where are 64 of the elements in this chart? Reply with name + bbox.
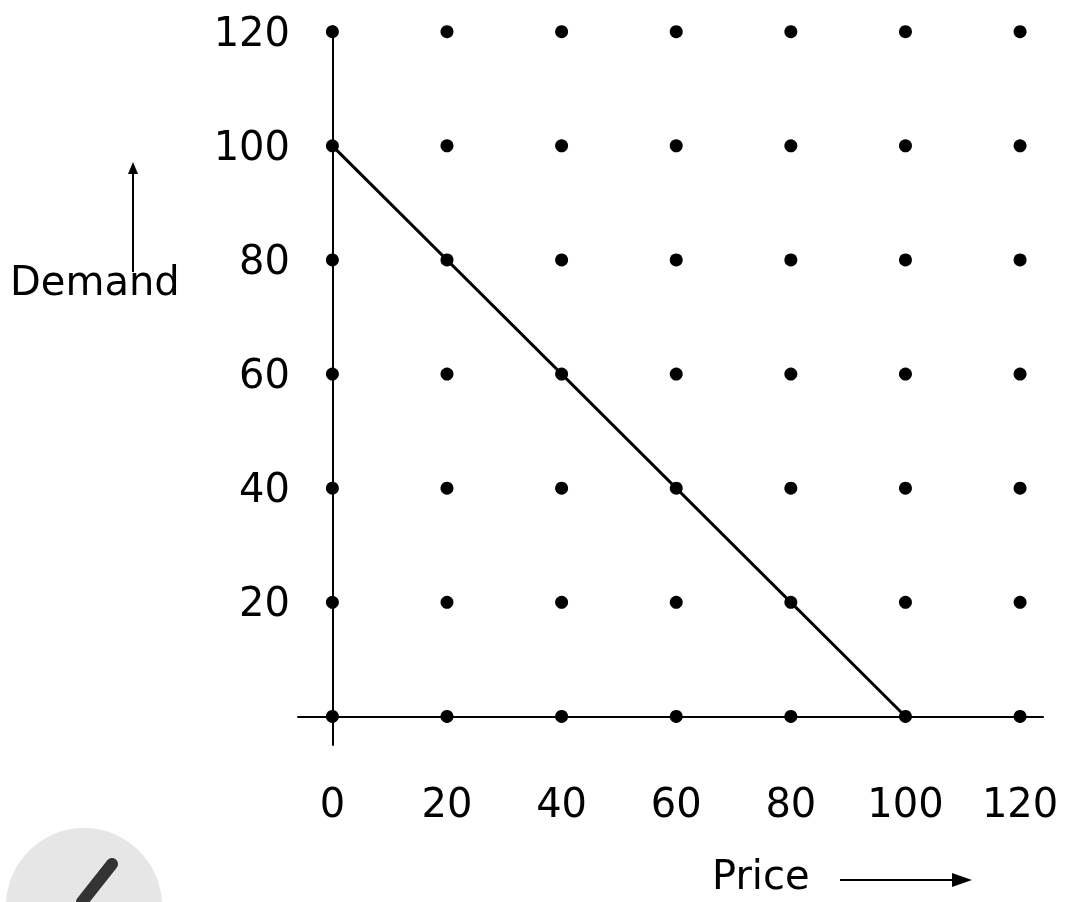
point <box>325 139 339 153</box>
point <box>669 25 683 39</box>
point <box>555 481 569 495</box>
point <box>784 367 798 381</box>
point <box>898 709 912 723</box>
point <box>784 481 798 495</box>
point <box>440 139 454 153</box>
point <box>555 25 569 39</box>
point <box>440 367 454 381</box>
point <box>555 709 569 723</box>
y-tick-label: 120 <box>213 8 290 55</box>
point <box>1013 25 1027 39</box>
x-tick-label: 100 <box>867 780 944 826</box>
y-tick-label: 60 <box>239 351 290 398</box>
point <box>1013 139 1027 153</box>
x-tick-label: 120 <box>981 780 1059 826</box>
x-tick-label: 40 <box>536 780 588 826</box>
point <box>784 709 798 723</box>
point <box>325 481 339 495</box>
point <box>898 25 912 39</box>
x-tick-label: 60 <box>650 780 702 826</box>
point <box>555 367 569 381</box>
point <box>669 709 683 723</box>
point <box>898 139 912 153</box>
point <box>898 367 912 381</box>
point <box>669 595 683 609</box>
point <box>440 481 454 495</box>
point <box>325 253 339 267</box>
point <box>325 25 339 39</box>
point <box>898 481 912 495</box>
x-axis-title: Price <box>712 852 810 898</box>
point <box>784 25 798 39</box>
point <box>555 595 569 609</box>
point <box>440 253 454 267</box>
point <box>898 253 912 267</box>
point <box>1013 709 1027 723</box>
point <box>669 253 683 267</box>
point <box>784 595 798 609</box>
point <box>784 253 798 267</box>
point <box>325 367 339 381</box>
x-tick-label: 0 <box>319 780 346 826</box>
point <box>440 709 454 723</box>
x-tick-label: 80 <box>765 780 817 826</box>
point <box>325 595 339 609</box>
point <box>784 139 798 153</box>
point <box>669 481 683 495</box>
point <box>440 595 454 609</box>
y-tick-label: 100 <box>213 122 290 169</box>
point <box>440 25 454 39</box>
point <box>555 253 569 267</box>
y-tick-label: 20 <box>239 579 290 626</box>
y-axis-title: Demand <box>10 258 180 304</box>
point <box>325 709 339 723</box>
point <box>1013 367 1027 381</box>
y-tick-label: 80 <box>239 236 290 283</box>
point <box>1013 595 1027 609</box>
point <box>669 139 683 153</box>
point <box>1013 253 1027 267</box>
point <box>898 595 912 609</box>
x-tick-label: 20 <box>421 780 473 826</box>
point <box>1013 481 1027 495</box>
point <box>555 139 569 153</box>
point <box>669 367 683 381</box>
y-tick-label: 40 <box>239 465 290 512</box>
